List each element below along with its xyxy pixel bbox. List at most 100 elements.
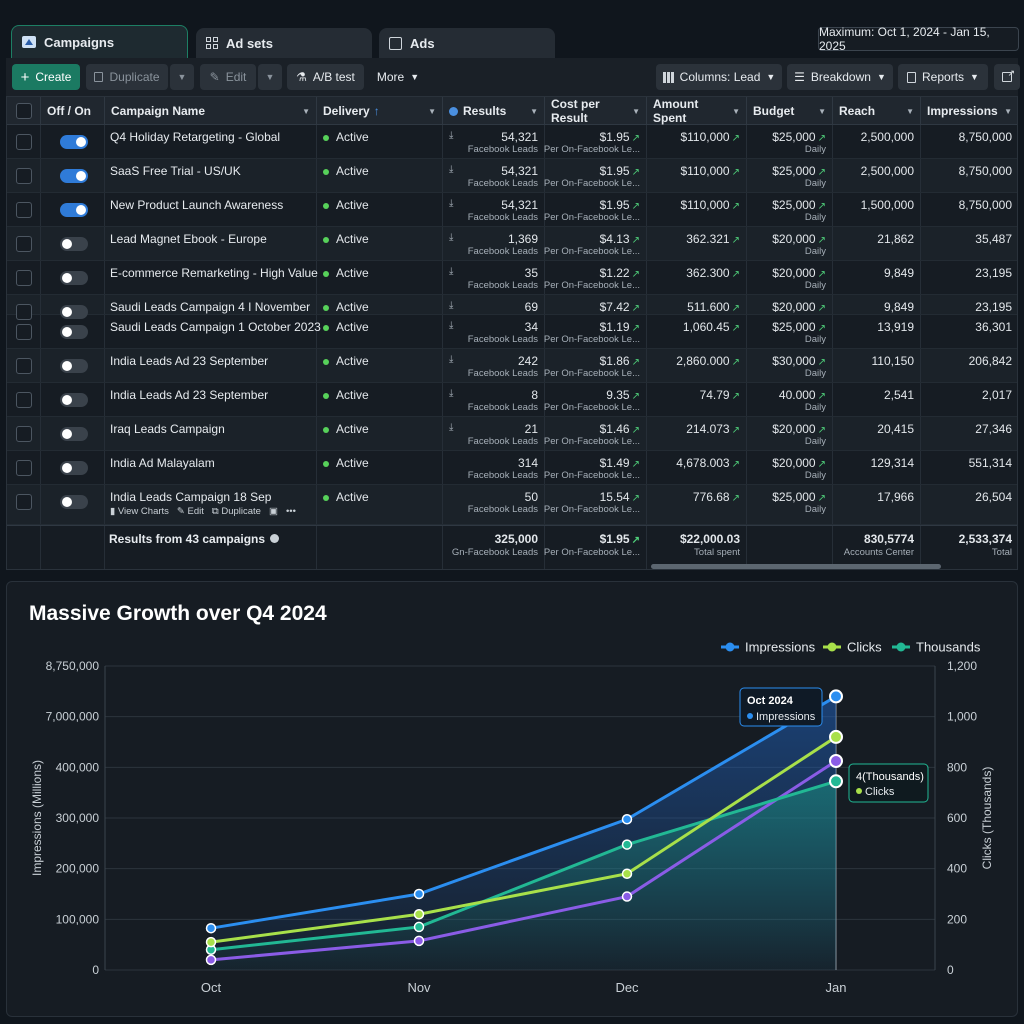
horizontal-scrollbar[interactable] bbox=[651, 564, 941, 569]
campaign-name-link[interactable]: E-commerce Remarketing - High Value bbox=[110, 266, 318, 280]
campaign-name-link[interactable]: India Leads Ad 23 September bbox=[110, 354, 269, 368]
campaign-name-link[interactable]: SaaS Free Trial - US/UK bbox=[110, 164, 241, 178]
campaign-name-link[interactable]: India Leads Ad 23 September bbox=[110, 388, 269, 402]
data-point-0-1[interactable] bbox=[413, 888, 425, 900]
row-checkbox[interactable] bbox=[16, 426, 32, 442]
data-point-0-0[interactable] bbox=[205, 922, 217, 934]
campaign-name-link[interactable]: Saudi Leads Campaign 1 October 2023 bbox=[110, 320, 321, 334]
duplicate-dropdown[interactable]: ▼ bbox=[170, 64, 194, 90]
more-options-icon[interactable]: ••• bbox=[285, 506, 296, 517]
campaign-toggle[interactable] bbox=[60, 169, 88, 183]
legend-label[interactable]: Impressions bbox=[745, 640, 816, 655]
table-row[interactable]: Lead Magnet Ebook - Europe Active ⤓ 1,369 Fa… bbox=[7, 227, 1017, 261]
campaign-toggle[interactable] bbox=[60, 359, 88, 373]
campaign-name-link[interactable]: Q4 Holiday Retargeting - Global bbox=[110, 130, 281, 144]
info-icon[interactable] bbox=[270, 534, 280, 543]
download-icon[interactable]: ⤓ bbox=[449, 130, 454, 141]
table-row[interactable]: India Leads Ad 23 September Active ⤓ 242 Fac… bbox=[7, 349, 1017, 383]
campaign-toggle[interactable] bbox=[60, 461, 88, 475]
row-checkbox[interactable] bbox=[16, 236, 32, 252]
download-icon[interactable]: ⤓ bbox=[449, 354, 454, 365]
campaign-name-link[interactable]: Lead Magnet Ebook - Europe bbox=[110, 232, 267, 246]
download-icon[interactable]: ⤓ bbox=[449, 388, 454, 399]
download-icon[interactable]: ⤓ bbox=[449, 198, 454, 209]
row-checkbox[interactable] bbox=[16, 358, 32, 374]
select-all-checkbox[interactable] bbox=[16, 103, 32, 119]
export-button[interactable]: ↗ bbox=[994, 64, 1020, 90]
view-charts-link[interactable]: ▮ View Charts bbox=[110, 506, 169, 517]
campaign-toggle[interactable] bbox=[60, 271, 88, 285]
row-checkbox[interactable] bbox=[16, 270, 32, 286]
data-point-1-2[interactable] bbox=[621, 868, 633, 879]
download-icon[interactable]: ⤓ bbox=[449, 164, 454, 175]
data-point-3-0[interactable] bbox=[205, 954, 217, 966]
row-checkbox[interactable] bbox=[16, 392, 32, 408]
table-row[interactable]: SaaS Free Trial - US/UK Active ⤓ 54,321 Face… bbox=[7, 159, 1017, 193]
more-button[interactable]: More ▼ bbox=[368, 64, 428, 90]
campaign-toggle[interactable] bbox=[60, 325, 88, 339]
data-point-0-2[interactable] bbox=[621, 814, 633, 825]
row-checkbox[interactable] bbox=[16, 202, 32, 218]
image-icon[interactable]: ▣ bbox=[268, 506, 278, 517]
tab-ads[interactable]: Ads bbox=[379, 28, 555, 58]
campaign-toggle[interactable] bbox=[60, 203, 88, 217]
campaign-toggle[interactable] bbox=[60, 393, 88, 407]
reports-button[interactable]: Reports ▼ bbox=[898, 64, 988, 90]
columns-button[interactable]: Columns: Lead ▼ bbox=[656, 64, 782, 90]
data-point-2-2[interactable] bbox=[621, 839, 633, 850]
create-button[interactable]: + Create bbox=[12, 64, 80, 90]
edit-link[interactable]: ✎ Edit bbox=[177, 506, 204, 517]
header-reach[interactable]: Reach ▼ bbox=[833, 97, 921, 125]
table-row[interactable]: Q4 Holiday Retargeting - Global Active ⤓ 54… bbox=[7, 125, 1017, 159]
campaign-toggle[interactable] bbox=[60, 237, 88, 251]
campaign-toggle[interactable] bbox=[60, 427, 88, 441]
table-row[interactable]: India Ad Malayalam Active 314 Facebook Lead… bbox=[7, 451, 1017, 485]
row-checkbox[interactable] bbox=[16, 324, 32, 340]
tab-ad-sets[interactable]: Ad sets bbox=[196, 28, 372, 58]
row-checkbox[interactable] bbox=[16, 168, 32, 184]
header-delivery[interactable]: Delivery ↑ ▼ bbox=[317, 97, 443, 125]
header-off-on[interactable]: Off / On bbox=[41, 97, 105, 125]
data-point-1-3[interactable] bbox=[829, 729, 843, 744]
table-row[interactable]: New Product Launch Awareness Active ⤓ 54,32… bbox=[7, 193, 1017, 227]
duplicate-button[interactable]: Duplicate bbox=[86, 64, 168, 90]
campaign-name-link[interactable]: Iraq Leads Campaign bbox=[110, 422, 225, 436]
header-amount-spent[interactable]: Amount Spent ▼ bbox=[647, 97, 747, 125]
campaign-toggle[interactable] bbox=[60, 495, 88, 509]
data-point-3-3[interactable] bbox=[829, 754, 843, 768]
download-icon[interactable]: ⤓ bbox=[449, 300, 454, 311]
ab-test-button[interactable]: ⚗ A/B test bbox=[287, 64, 364, 90]
data-point-2-3[interactable] bbox=[829, 774, 843, 789]
table-row[interactable]: E-commerce Remarketing - High Value Activ… bbox=[7, 261, 1017, 295]
download-icon[interactable]: ⤓ bbox=[449, 422, 454, 433]
data-point-2-1[interactable] bbox=[413, 921, 425, 933]
campaign-name-link[interactable]: Saudi Leads Campaign 4 I November bbox=[110, 300, 311, 314]
table-row[interactable]: Saudi Leads Campaign 1 October 2023 Activ… bbox=[7, 315, 1017, 349]
data-point-3-1[interactable] bbox=[413, 935, 425, 947]
campaign-name-link[interactable]: New Product Launch Awareness bbox=[110, 198, 284, 212]
campaign-name-link[interactable]: India Ad Malayalam bbox=[110, 456, 215, 470]
duplicate-link[interactable]: ⧉ Duplicate bbox=[212, 506, 261, 517]
data-point-1-0[interactable] bbox=[205, 936, 217, 948]
breakdown-button[interactable]: ☰ Breakdown ▼ bbox=[787, 64, 893, 90]
legend-label[interactable]: Thousands bbox=[916, 640, 981, 655]
date-range-picker[interactable]: Maximum: Oct 1, 2024 - Jan 15, 2025 bbox=[818, 25, 1019, 53]
data-point-1-1[interactable] bbox=[413, 909, 425, 920]
table-row[interactable]: India Leads Campaign 18 Sep ▮ View Charts… bbox=[7, 485, 1017, 525]
row-checkbox[interactable] bbox=[16, 460, 32, 476]
tab-campaigns[interactable]: Campaigns bbox=[11, 25, 188, 58]
data-point-0-3[interactable] bbox=[829, 689, 843, 704]
table-row[interactable]: Saudi Leads Campaign 4 I November Active ⤓… bbox=[7, 295, 1017, 320]
table-row[interactable]: Iraq Leads Campaign Active ⤓ 21 Facebook Lea… bbox=[7, 417, 1017, 451]
header-impressions[interactable]: Impressions ▼ bbox=[921, 97, 1017, 125]
header-results[interactable]: Results ▼ bbox=[443, 97, 545, 125]
download-icon[interactable]: ⤓ bbox=[449, 320, 454, 331]
download-icon[interactable]: ⤓ bbox=[449, 266, 454, 277]
campaign-toggle[interactable] bbox=[60, 305, 88, 319]
data-point-3-2[interactable] bbox=[621, 891, 633, 902]
edit-button[interactable]: ✎ Edit bbox=[200, 64, 256, 90]
row-checkbox[interactable] bbox=[16, 304, 32, 320]
campaign-name-link[interactable]: India Leads Campaign 18 Sep bbox=[110, 490, 272, 504]
legend-label[interactable]: Clicks bbox=[847, 640, 882, 655]
row-checkbox[interactable] bbox=[16, 134, 32, 150]
